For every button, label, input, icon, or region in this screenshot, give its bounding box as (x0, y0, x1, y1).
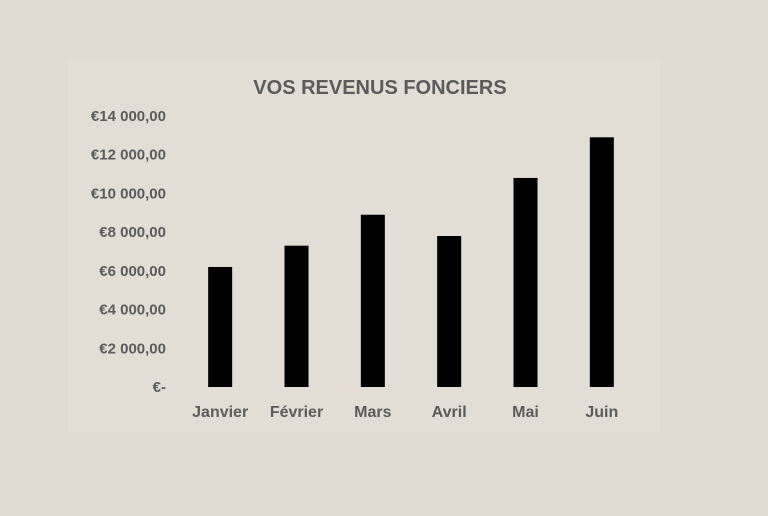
bar (589, 137, 614, 387)
bar (360, 214, 385, 387)
y-tick-label: €6 000,00 (99, 263, 166, 280)
chart-title: VOS REVENUS FONCIERS (253, 77, 506, 99)
bar (513, 177, 538, 387)
y-tick-label: €8 000,00 (99, 224, 166, 241)
y-tick-label: €14 000,00 (91, 108, 166, 125)
bars (208, 137, 614, 387)
y-tick-label: €4 000,00 (99, 302, 166, 319)
y-axis-ticks: €- €2 000,00 €4 000,00 €6 000,00 €8 000,00 €1… (91, 108, 166, 396)
x-axis-labels: Janvier Février Mars Avril Mai Juin (192, 404, 618, 421)
y-tick-label: €- (153, 379, 166, 396)
x-tick-label: Janvier (192, 404, 248, 421)
x-tick-label: Mai (512, 404, 539, 421)
x-tick-label: Avril (432, 404, 467, 421)
bar (284, 245, 309, 387)
bar (208, 266, 233, 387)
x-tick-label: Mars (354, 404, 391, 421)
y-tick-label: €2 000,00 (99, 340, 166, 357)
x-tick-label: Juin (585, 404, 618, 421)
y-tick-label: €12 000,00 (91, 147, 166, 164)
x-tick-label: Février (270, 404, 323, 421)
y-tick-label: €10 000,00 (91, 185, 166, 202)
bar (437, 236, 462, 387)
